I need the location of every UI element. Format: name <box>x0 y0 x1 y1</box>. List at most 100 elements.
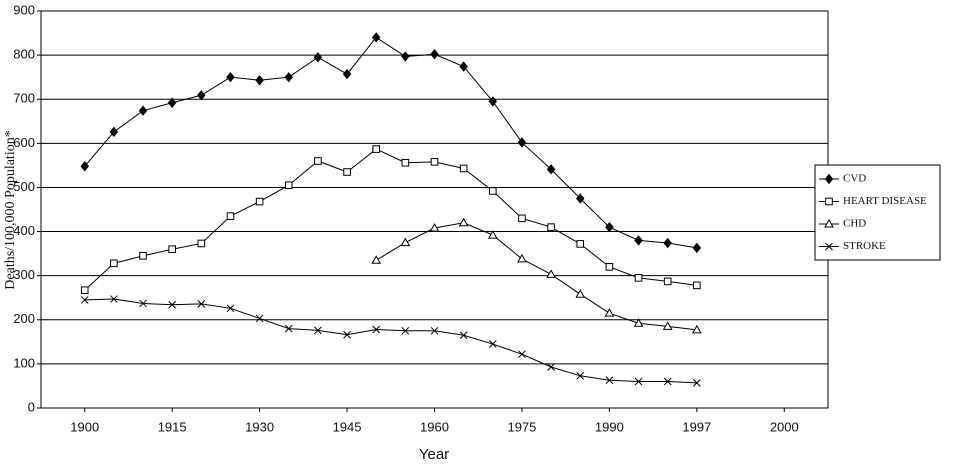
y-axis-label: Deaths/100,000 Population* <box>3 130 18 289</box>
series-line <box>84 148 697 291</box>
marker <box>343 330 351 339</box>
marker <box>518 350 526 359</box>
marker <box>604 308 615 317</box>
marker <box>459 164 468 173</box>
marker <box>487 230 498 239</box>
marker <box>284 324 293 333</box>
y-tick-label: 200 <box>13 311 35 326</box>
marker <box>80 286 89 295</box>
marker <box>226 71 235 83</box>
marker <box>197 90 206 101</box>
marker <box>139 299 147 308</box>
y-tick-label: 300 <box>13 267 35 282</box>
marker <box>825 242 833 251</box>
marker <box>663 237 672 249</box>
marker <box>255 75 264 86</box>
marker <box>575 193 585 204</box>
marker <box>138 105 148 116</box>
marker <box>824 173 834 185</box>
marker <box>80 161 89 172</box>
x-tick-label: 2000 <box>770 419 799 434</box>
marker <box>663 377 672 386</box>
y-tick-label: 800 <box>13 47 35 62</box>
marker <box>634 235 643 246</box>
marker <box>80 296 89 304</box>
marker <box>429 223 440 232</box>
marker <box>459 61 468 72</box>
marker <box>605 221 614 233</box>
marker <box>605 376 614 385</box>
x-tick-label: 1915 <box>158 419 187 434</box>
marker <box>518 214 526 223</box>
legend-label: CVD <box>843 173 866 185</box>
marker <box>547 363 555 371</box>
series-line <box>84 36 697 249</box>
x-tick-label: 1990 <box>595 419 624 434</box>
marker <box>197 300 206 308</box>
marker <box>284 181 293 190</box>
marker <box>313 52 323 63</box>
series-line <box>84 298 697 384</box>
x-tick-label: 1945 <box>333 419 362 434</box>
marker <box>517 137 527 148</box>
x-tick-label: 1960 <box>420 419 449 434</box>
legend-box <box>814 164 941 261</box>
marker <box>547 223 555 231</box>
plot-frame <box>40 10 829 409</box>
y-tick-label: 700 <box>13 91 35 106</box>
marker <box>226 304 235 313</box>
x-axis-label: Year <box>419 446 449 463</box>
marker <box>110 295 118 303</box>
marker <box>109 126 119 138</box>
marker <box>517 253 527 263</box>
marker <box>459 331 468 340</box>
marker <box>488 340 497 348</box>
marker <box>458 217 469 227</box>
marker <box>342 68 352 80</box>
marker <box>546 164 556 175</box>
marker <box>371 32 381 43</box>
marker <box>662 321 673 330</box>
y-tick-label: 0 <box>28 399 35 414</box>
marker <box>576 371 585 380</box>
marker <box>430 158 439 166</box>
marker <box>401 158 410 167</box>
marker <box>430 49 439 60</box>
x-tick-label: 1900 <box>70 419 99 434</box>
legend-label: STROKE <box>843 240 886 252</box>
marker <box>546 269 556 278</box>
marker <box>663 277 672 286</box>
marker <box>605 263 614 271</box>
marker <box>692 379 701 387</box>
legend-label: CHD <box>843 218 866 230</box>
marker <box>634 377 643 386</box>
marker <box>575 289 586 298</box>
marker <box>167 97 177 108</box>
marker <box>371 255 382 264</box>
legend-label: HEART DISEASE <box>843 195 927 207</box>
marker <box>633 318 644 327</box>
marker <box>824 218 834 228</box>
marker <box>825 197 833 206</box>
marker <box>168 300 177 309</box>
marker <box>401 51 410 62</box>
y-tick-label: 100 <box>13 355 35 370</box>
series-line <box>375 222 697 331</box>
marker <box>372 325 381 334</box>
x-tick-label: 1930 <box>245 419 274 434</box>
marker <box>430 326 439 335</box>
marker <box>400 237 411 247</box>
marker <box>197 239 206 248</box>
marker <box>168 245 176 253</box>
y-tick-label: 600 <box>13 135 35 150</box>
marker <box>576 240 585 248</box>
marker <box>488 96 498 107</box>
marker <box>343 168 351 176</box>
marker <box>255 314 264 323</box>
x-tick-label: 1997 <box>682 419 711 434</box>
y-tick-label: 400 <box>13 223 35 238</box>
marker <box>372 145 381 153</box>
marker <box>401 326 410 335</box>
marker <box>314 157 322 165</box>
